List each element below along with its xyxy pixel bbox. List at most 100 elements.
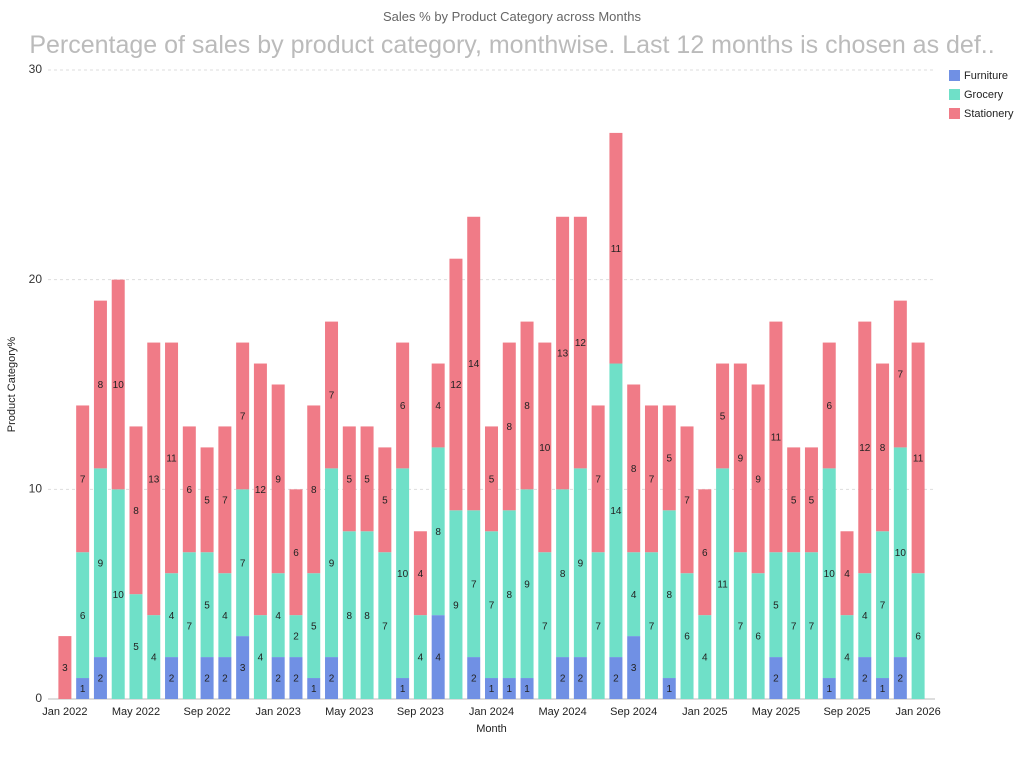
- bar-segment: [431, 447, 445, 616]
- bar-segment: [804, 447, 818, 553]
- bar-segment: [342, 426, 356, 532]
- value-label: 1: [311, 684, 317, 695]
- bar-segment: [911, 342, 925, 574]
- bar-segment: [76, 405, 90, 553]
- x-tick-label: Jan 2022: [42, 706, 87, 718]
- bar-segment: [307, 573, 321, 679]
- bar-segment: [307, 678, 321, 699]
- value-label: 5: [133, 642, 139, 653]
- value-label: 1: [400, 684, 406, 695]
- value-label: 7: [684, 495, 690, 506]
- legend-swatch: [949, 70, 960, 81]
- value-label: 3: [240, 663, 246, 674]
- bar-segment: [609, 657, 623, 699]
- bar-segment: [609, 132, 623, 364]
- value-label: 7: [382, 621, 388, 632]
- bar-segment: [822, 342, 836, 469]
- value-label: 9: [524, 579, 530, 590]
- bar-segment: [76, 552, 90, 679]
- value-label: 10: [895, 548, 907, 559]
- value-label: 7: [542, 621, 548, 632]
- value-label: 11: [166, 454, 177, 465]
- bar-segment: [325, 321, 339, 469]
- bar-segment: [378, 447, 392, 553]
- bar-segment: [609, 363, 623, 658]
- value-label: 4: [169, 611, 175, 622]
- bar-segment: [165, 342, 179, 574]
- value-label: 5: [347, 474, 353, 485]
- value-label: 6: [702, 548, 708, 559]
- x-tick-label: Jan 2024: [469, 706, 514, 718]
- value-label: 6: [915, 632, 921, 643]
- bar-segment: [538, 552, 552, 699]
- bar-segment: [893, 447, 907, 658]
- value-label: 13: [148, 474, 160, 485]
- legend-swatch: [949, 89, 960, 100]
- chart-subtitle: Percentage of sales by product category,…: [29, 31, 995, 59]
- x-tick-label: Jan 2026: [895, 706, 940, 718]
- bar-segment: [627, 384, 641, 553]
- bar-segment: [662, 510, 676, 679]
- value-label: 8: [98, 380, 104, 391]
- value-label: 5: [311, 621, 317, 632]
- bar-segment: [733, 552, 747, 699]
- value-label: 10: [397, 569, 409, 580]
- value-label: 2: [329, 674, 335, 685]
- value-label: 11: [717, 579, 728, 590]
- bar-segment: [360, 531, 374, 699]
- bar-segment: [573, 657, 587, 699]
- bar-segment: [360, 426, 374, 532]
- bar-segment: [378, 552, 392, 699]
- bar-segment: [876, 363, 890, 532]
- bar-segment: [111, 489, 125, 699]
- bar-segment: [325, 657, 339, 699]
- bar-segment: [662, 678, 676, 699]
- value-label: 2: [222, 674, 228, 685]
- bar-segment: [858, 657, 872, 699]
- value-label: 5: [364, 474, 370, 485]
- x-tick-label: Sep 2025: [823, 706, 870, 718]
- value-label: 2: [560, 674, 566, 685]
- x-tick-label: May 2022: [112, 706, 160, 718]
- y-axis-title: Product Category%: [6, 337, 18, 433]
- value-label: 1: [80, 684, 86, 695]
- bar-segment: [93, 300, 107, 469]
- value-label: 9: [98, 558, 104, 569]
- value-label: 10: [539, 443, 551, 454]
- value-label: 6: [293, 548, 299, 559]
- value-label: 5: [204, 600, 210, 611]
- bar-segment: [556, 657, 570, 699]
- bar-segment: [769, 657, 783, 699]
- bar-segment: [822, 678, 836, 699]
- value-label: 5: [773, 600, 779, 611]
- bar-segment: [165, 657, 179, 699]
- x-tick-label: Jan 2025: [682, 706, 727, 718]
- value-label: 13: [557, 349, 569, 360]
- bar-segment: [467, 216, 481, 511]
- value-label: 9: [453, 600, 459, 611]
- value-label: 2: [898, 674, 904, 685]
- bar-segment: [769, 321, 783, 553]
- value-label: 4: [275, 611, 281, 622]
- bar-segment: [271, 573, 285, 658]
- bar-segment: [769, 552, 783, 658]
- value-label: 4: [702, 653, 708, 664]
- bar-segment: [253, 363, 267, 616]
- bar-segment: [342, 531, 356, 699]
- value-label: 2: [293, 674, 299, 685]
- value-label: 2: [204, 674, 210, 685]
- value-label: 9: [738, 454, 744, 465]
- value-label: 9: [275, 474, 281, 485]
- value-label: 2: [471, 674, 477, 685]
- value-label: 10: [113, 590, 125, 601]
- value-label: 8: [880, 443, 886, 454]
- value-label: 8: [560, 569, 566, 580]
- value-label: 1: [666, 684, 672, 695]
- value-label: 8: [311, 485, 317, 496]
- bar-segment: [289, 489, 303, 616]
- value-label: 6: [684, 632, 690, 643]
- value-label: 12: [450, 380, 462, 391]
- bar-segment: [236, 489, 250, 637]
- value-label: 8: [631, 464, 637, 475]
- bar-segment: [520, 678, 534, 699]
